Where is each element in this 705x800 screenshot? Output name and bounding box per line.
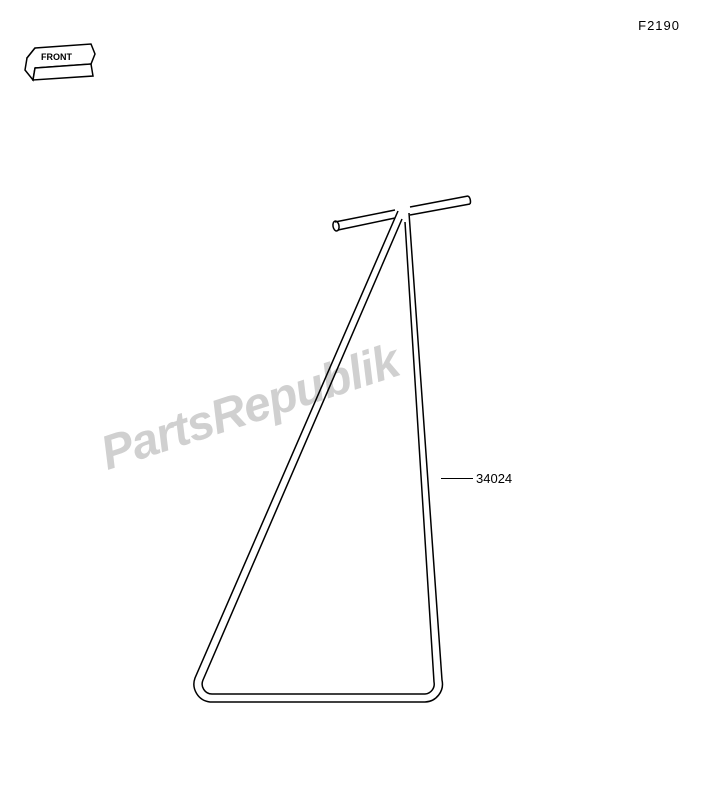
callout-leader [441,478,473,479]
parts-diagram: F2190 FRONT PartsRepublik 34024 [0,0,705,800]
stand-drawing [0,0,705,800]
part-callout-label: 34024 [476,471,512,486]
